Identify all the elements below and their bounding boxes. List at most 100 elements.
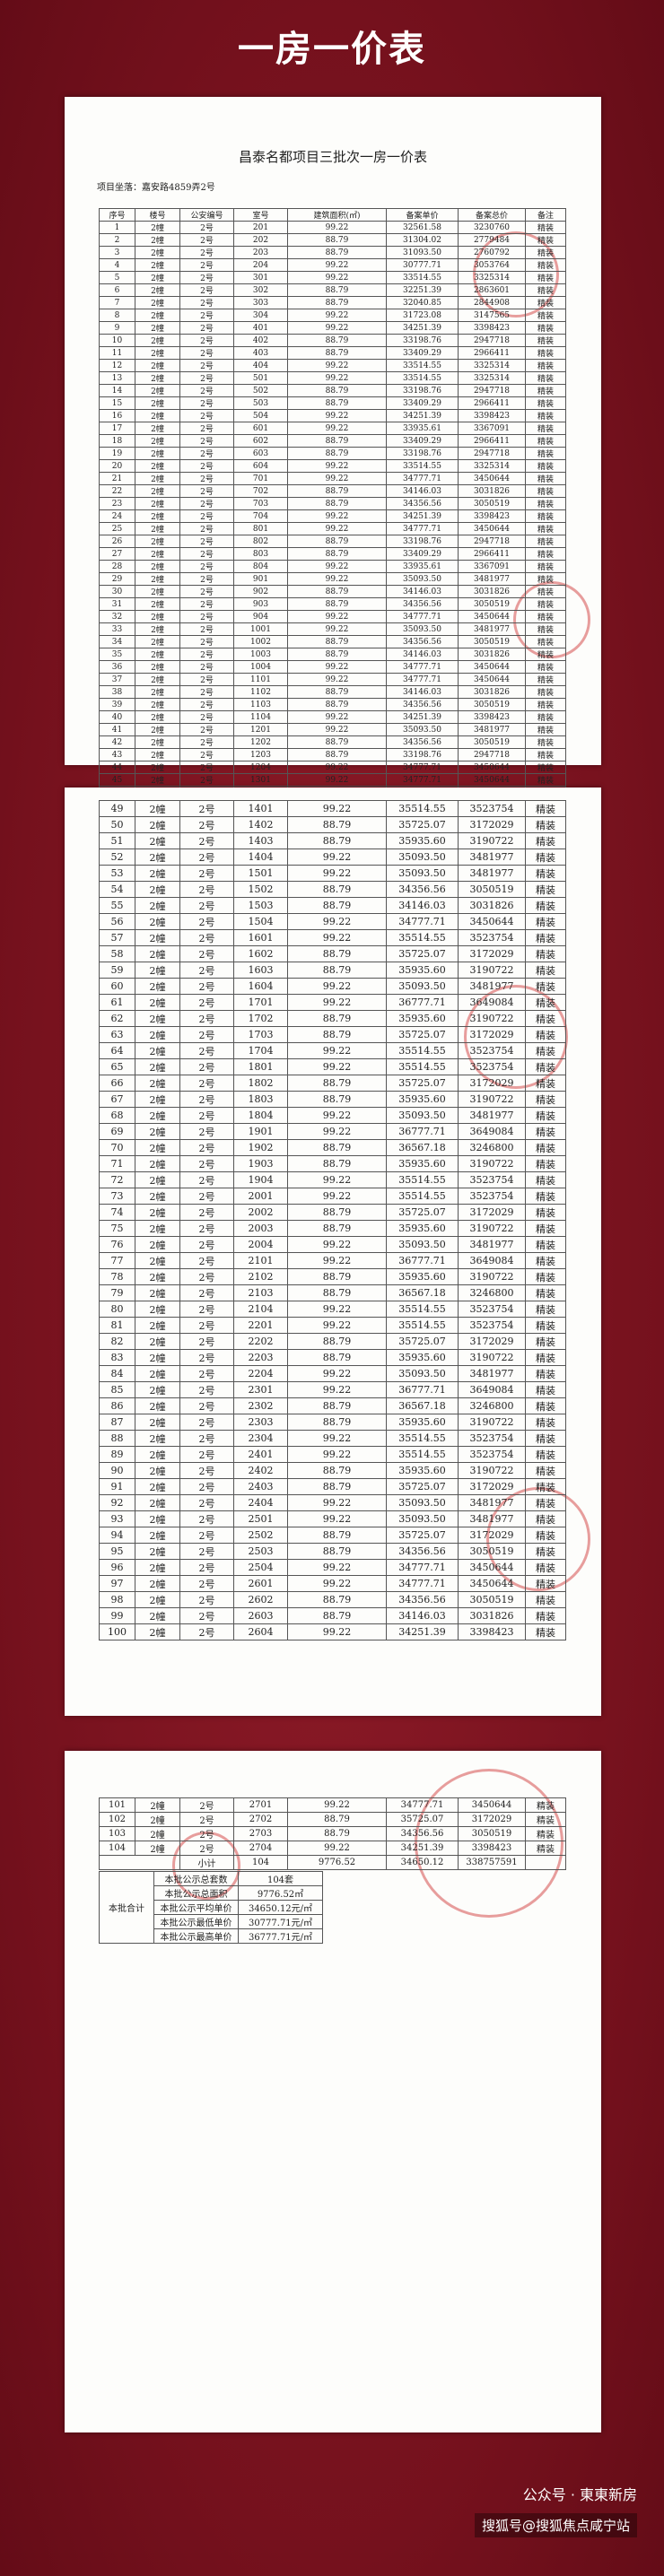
table-cell: 2号 (179, 660, 234, 674)
table-cell: 88.79 (287, 434, 387, 448)
sheet: 昌泰名都项目三批次一房一价表 项目坐落：嘉安路4859弄2号 序号 楼号 公安编号室… (65, 97, 601, 824)
table-cell: 35935.60 (386, 1349, 459, 1366)
table-cell: 99.22 (287, 472, 387, 485)
table-row: 1 2幢 2号 201 99.22 32561.58 3230760 精装 (99, 221, 566, 234)
table-cell: 精装 (525, 748, 566, 761)
table-row: 89 2幢 2号 2401 99.22 35514.55 3523754 精装 (99, 1446, 566, 1463)
table-cell: 精装 (525, 929, 566, 946)
table-cell: 2号 (179, 334, 234, 347)
table-cell: 33198.76 (386, 384, 459, 397)
table-row: 71 2幢 2号 1903 88.79 35935.60 3190722 精装 (99, 1155, 566, 1172)
table-cell: 99.22 (287, 800, 387, 817)
table-cell: 2号 (179, 447, 234, 460)
table-cell: 31723.08 (386, 309, 459, 322)
table-cell: 精装 (525, 1381, 566, 1398)
table-cell: 99.22 (287, 865, 387, 882)
table-cell: 2幢 (135, 1397, 180, 1414)
table-cell: 74 (99, 1204, 135, 1221)
table-cell: 2幢 (135, 698, 180, 711)
table-cell: 54 (99, 881, 135, 898)
table-cell: 精装 (525, 472, 566, 485)
table-cell: 2幢 (135, 723, 180, 736)
table-cell: 2幢 (135, 484, 180, 498)
table-cell: 3172029 (458, 945, 526, 962)
table-cell: 88.79 (287, 597, 387, 611)
table-row: 15 2幢 2号 503 88.79 33409.29 2966411 精装 (99, 396, 566, 410)
table-cell: 35093.50 (386, 1510, 459, 1527)
table-cell: 3450644 (458, 472, 526, 485)
table-cell: 精装 (525, 258, 566, 272)
table-cell: 2幢 (135, 346, 180, 360)
table-cell: 2幢 (135, 748, 180, 761)
table-cell: 88.79 (287, 962, 387, 979)
table-cell: 41 (99, 723, 135, 736)
table-cell: 2503 (233, 1543, 288, 1560)
table-cell: 精装 (525, 1494, 566, 1511)
table-cell: 2幢 (135, 1510, 180, 1527)
table-cell: 精装 (525, 761, 566, 774)
table-cell: 精装 (525, 832, 566, 849)
table-cell: 88.79 (287, 635, 387, 648)
table-cell: 2702 (233, 1812, 288, 1827)
table-cell: 33409.29 (386, 547, 459, 561)
table-cell: 2号 (179, 560, 234, 573)
table-cell: 2号 (179, 221, 234, 234)
table-cell: 2号 (179, 359, 234, 372)
table-cell: 35093.50 (386, 1365, 459, 1382)
table-row: 23 2幢 2号 703 88.79 34356.56 3050519 精装 (99, 497, 566, 510)
table-cell: 58 (99, 945, 135, 962)
table-cell: 31093.50 (386, 246, 459, 259)
table-cell: 28 (99, 560, 135, 573)
table-cell: 2幢 (135, 881, 180, 898)
table-cell: 2966411 (458, 346, 526, 360)
table-cell: 2号 (179, 698, 234, 711)
table-cell: 精装 (525, 409, 566, 422)
table-cell: 504 (233, 409, 288, 422)
table-cell: 83 (99, 1349, 135, 1366)
table-cell: 33514.55 (386, 271, 459, 284)
table-cell: 1001 (233, 622, 288, 636)
subtotal-cell: 104 (233, 1855, 288, 1870)
table-cell: 精装 (525, 246, 566, 259)
table-cell: 2号 (179, 648, 234, 661)
table-cell: 精装 (525, 283, 566, 297)
table-cell: 精装 (525, 309, 566, 322)
table-cell: 35093.50 (386, 572, 459, 586)
table-cell: 88.79 (287, 1333, 387, 1350)
table-cell: 12 (99, 359, 135, 372)
table-cell: 88.79 (287, 698, 387, 711)
table-cell: 3481977 (458, 1494, 526, 1511)
table-cell: 3050519 (458, 597, 526, 611)
table-cell: 35725.07 (386, 1478, 459, 1495)
table-cell: 精装 (525, 913, 566, 930)
table-cell: 80 (99, 1301, 135, 1318)
table-cell: 34251.39 (386, 1623, 459, 1640)
table-cell: 3523754 (458, 800, 526, 817)
table-cell: 2号 (179, 1414, 234, 1431)
table-cell: 2号 (179, 773, 234, 787)
table-cell: 3172029 (458, 1812, 526, 1827)
table-cell: 1601 (233, 929, 288, 946)
table-cell: 99.22 (287, 1188, 387, 1205)
table-cell: 35935.60 (386, 1010, 459, 1027)
table-row: 24 2幢 2号 704 99.22 34251.39 3398423 精装 (99, 509, 566, 523)
table-cell: 3481977 (458, 1365, 526, 1382)
table-cell: 42 (99, 735, 135, 749)
table-cell: 88.79 (287, 648, 387, 661)
summary-label: 本批合计 (99, 1871, 154, 1944)
table-cell: 精装 (525, 1107, 566, 1124)
table-cell: 2幢 (135, 1430, 180, 1447)
table-cell: 2幢 (135, 978, 180, 995)
table-cell: 69 (99, 1123, 135, 1140)
table-cell: 67 (99, 1091, 135, 1108)
table-row: 38 2幢 2号 1102 88.79 34146.03 3031826 精装 (99, 685, 566, 699)
table-cell: 3246800 (458, 1397, 526, 1414)
table-cell: 1803 (233, 1091, 288, 1108)
table-cell: 2幢 (135, 1236, 180, 1253)
table-cell: 1904 (233, 1171, 288, 1188)
header-cell: 备案单价 (386, 208, 459, 222)
table-cell: 3481977 (458, 849, 526, 866)
table-cell: 99.22 (287, 1171, 387, 1188)
table-cell: 99.22 (287, 1317, 387, 1334)
table-cell: 2幢 (135, 396, 180, 410)
